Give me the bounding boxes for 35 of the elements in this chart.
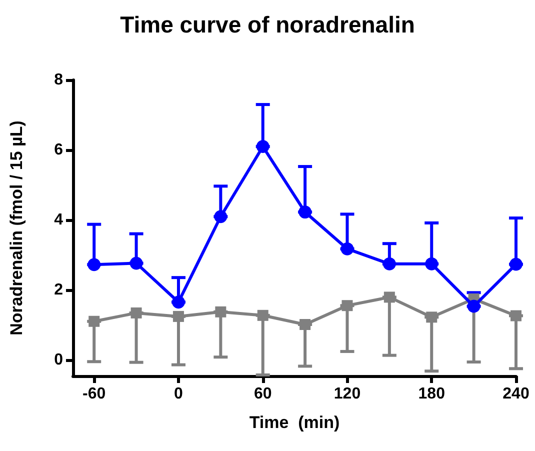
point xyxy=(172,310,184,322)
x-tick-label: 0 xyxy=(174,386,184,402)
point xyxy=(384,292,395,303)
point xyxy=(215,306,226,318)
y-tick-label: 6 xyxy=(54,142,64,159)
point xyxy=(467,300,480,313)
y-tick-label: 2 xyxy=(54,282,64,299)
chart-title: Time curve of noradrenalin xyxy=(120,12,415,38)
point xyxy=(130,307,142,318)
x-axis-title: Time (min) xyxy=(249,413,340,432)
x-tick-label: 180 xyxy=(418,386,446,402)
y-tick-label: 4 xyxy=(54,212,64,229)
point xyxy=(88,316,100,327)
point xyxy=(88,258,101,272)
y-tick-label: 8 xyxy=(54,72,64,88)
point xyxy=(130,256,143,270)
y-axis-title: Noradrenalin (fmol / 15 µL) xyxy=(7,120,26,336)
x-tick-label: 120 xyxy=(334,386,361,402)
point xyxy=(300,319,311,330)
x-tick-label: 60 xyxy=(254,386,272,402)
point xyxy=(382,257,396,270)
y-tick-label: 0 xyxy=(54,352,64,369)
x-tick-label: 240 xyxy=(502,386,530,402)
point xyxy=(510,258,522,271)
point xyxy=(425,257,438,270)
point xyxy=(257,310,268,321)
point xyxy=(340,242,354,256)
point xyxy=(342,300,353,312)
point xyxy=(298,206,312,219)
point xyxy=(172,296,185,309)
point xyxy=(426,312,438,323)
x-tick-label: -60 xyxy=(82,386,106,402)
point xyxy=(510,310,522,322)
point xyxy=(256,140,270,154)
point xyxy=(214,210,228,224)
